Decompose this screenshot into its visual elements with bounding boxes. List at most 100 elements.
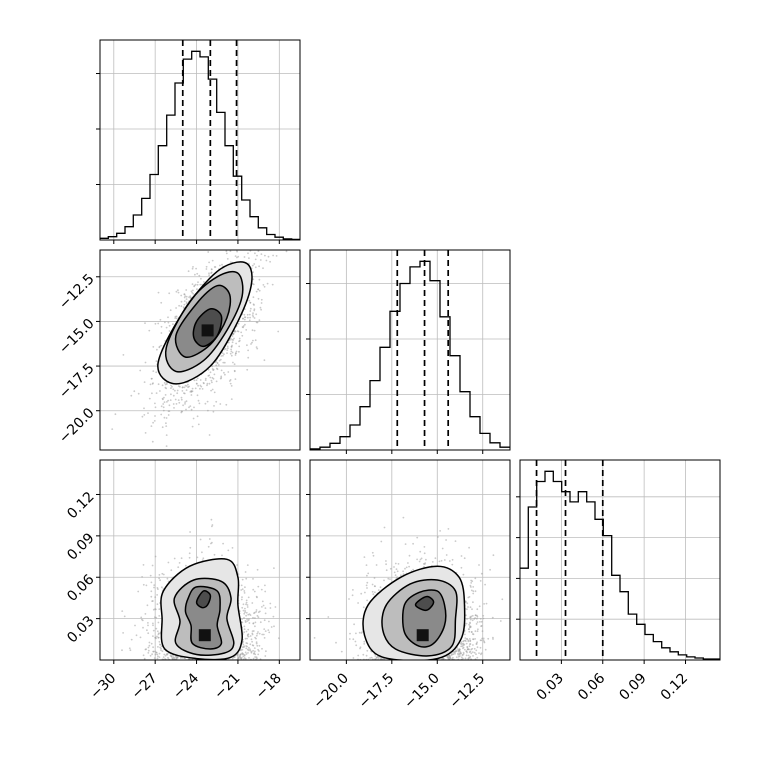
scatter-point (374, 655, 377, 657)
scatter-point (211, 541, 213, 544)
scatter-point (469, 622, 471, 625)
scatter-point (460, 555, 463, 557)
scatter-point (469, 606, 472, 609)
scatter-point (188, 406, 190, 409)
scatter-point (449, 657, 452, 660)
scatter-point (258, 278, 261, 281)
scatter-point (225, 403, 228, 406)
x-tick-label: −15.0 (401, 670, 443, 712)
scatter-point (194, 387, 197, 390)
scatter-point (180, 300, 183, 303)
scatter-point (168, 330, 171, 332)
scatter-point (155, 392, 158, 394)
scatter-point (244, 621, 247, 623)
scatter-point (259, 621, 262, 624)
scatter-point (362, 653, 365, 656)
scatter-point (238, 337, 241, 340)
scatter-point (201, 559, 204, 561)
scatter-point (465, 642, 468, 645)
scatter-point (412, 542, 414, 545)
scatter-point (231, 335, 234, 337)
scatter-point (160, 344, 163, 347)
scatter-point (208, 382, 211, 385)
scatter-point (236, 256, 238, 259)
scatter-point (446, 655, 449, 658)
scatter-point (189, 546, 192, 549)
scatter-point (130, 638, 133, 641)
scatter-point (242, 603, 245, 606)
scatter-point (419, 550, 422, 553)
scatter-point (469, 625, 471, 628)
scatter-point (180, 396, 183, 399)
scatter-point (404, 567, 406, 570)
scatter-point (191, 291, 194, 294)
scatter-point (425, 558, 427, 561)
panel-p10: −20.0−17.5−15.0−12.5 (56, 249, 301, 451)
scatter-point (242, 325, 245, 327)
scatter-point (383, 579, 385, 582)
scatter-point (459, 651, 462, 653)
scatter-point (355, 644, 358, 647)
scatter-point (251, 602, 254, 604)
scatter-point (169, 399, 172, 401)
scatter-point (184, 657, 187, 660)
scatter-point (460, 641, 463, 643)
scatter-point (154, 402, 156, 405)
scatter-point (467, 606, 469, 608)
scatter-point (172, 323, 174, 325)
gridlines (310, 460, 510, 660)
scatter-point (162, 656, 165, 658)
scatter-point (154, 653, 157, 656)
scatter-point (222, 361, 225, 364)
scatter-point (220, 355, 223, 357)
scatter-point (479, 618, 482, 620)
scatter-point (160, 647, 162, 650)
scatter-point (159, 390, 161, 392)
scatter-point (255, 313, 258, 316)
scatter-point (412, 568, 414, 571)
scatter-point (194, 273, 196, 276)
scatter-point (250, 638, 253, 641)
scatter-point (259, 306, 262, 309)
scatter-point (473, 647, 476, 650)
scatter-point (226, 349, 229, 351)
scatter-point (246, 368, 249, 371)
contour-line (381, 578, 458, 657)
scatter-point (470, 579, 472, 582)
scatter-point (172, 388, 175, 391)
scatter-point (251, 644, 254, 646)
scatter-point (225, 252, 228, 255)
scatter-point (268, 631, 271, 634)
scatter-point (157, 383, 160, 386)
scatter-point (139, 636, 142, 639)
scatter-point (447, 528, 450, 530)
scatter-point (492, 554, 495, 557)
scatter-point (147, 412, 149, 414)
scatter-point (130, 394, 133, 397)
scatter-point (231, 351, 234, 354)
scatter-point (207, 368, 210, 371)
scatter-point (206, 384, 208, 387)
scatter-point (147, 632, 150, 635)
scatter-point (408, 554, 411, 557)
scatter-point (152, 608, 155, 611)
scatter-point (472, 644, 474, 646)
scatter-point (161, 586, 163, 589)
y-tick-label: −12.5 (56, 271, 98, 313)
scatter-point (247, 252, 249, 255)
scatter-point (263, 619, 266, 622)
scatter-point (371, 583, 374, 586)
scatter-point (251, 633, 254, 636)
scatter-point (245, 611, 248, 614)
scatter-point (263, 637, 266, 639)
scatter-point (246, 618, 249, 620)
scatter-point (457, 654, 460, 656)
scatter-point (380, 540, 383, 543)
scatter-point (164, 394, 167, 396)
x-tick-label: −12.5 (447, 670, 489, 712)
scatter-point (485, 602, 488, 605)
scatter-point (170, 569, 173, 572)
scatter-point (469, 616, 472, 618)
scatter-point (466, 638, 468, 640)
